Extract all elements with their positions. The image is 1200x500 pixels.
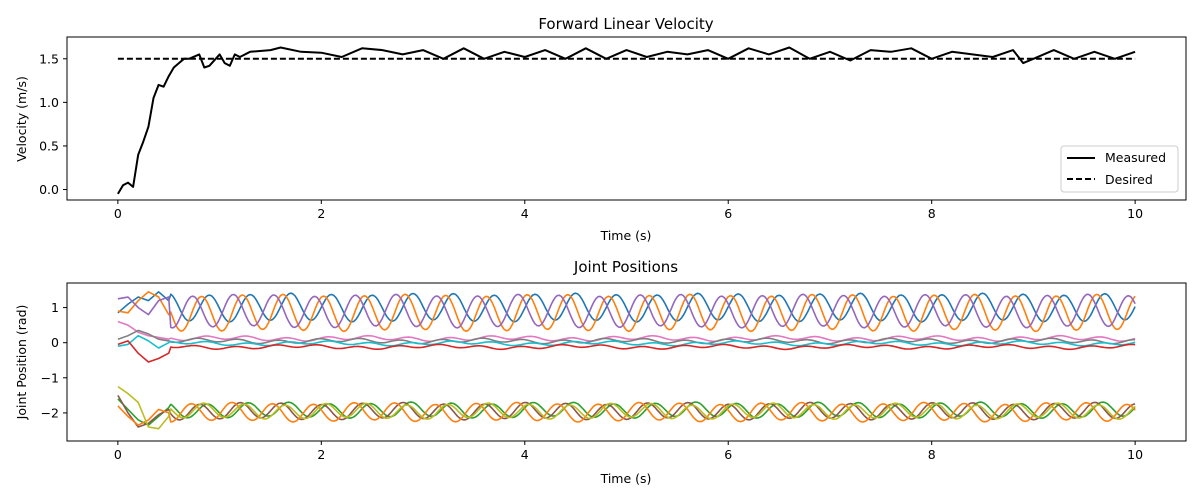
joint-series-line-8 [117, 395, 1136, 428]
joint-x-tick-label: 10 [1127, 447, 1143, 462]
velocity-y-axis-label: Velocity (m/s) [14, 76, 29, 162]
joint-x-tick-label: 2 [317, 447, 325, 462]
velocity-y-tick-label: 0.5 [39, 138, 59, 153]
joint-series [117, 291, 1136, 430]
velocity-series [117, 46, 1136, 195]
joint-series-line-1 [117, 291, 1136, 333]
velocity-x-tick-label: 4 [521, 206, 529, 221]
joint-series-line-9 [117, 401, 1136, 426]
joint-x-tick-label: 8 [928, 447, 936, 462]
joint-y-axis-label: Joint Position (rad) [14, 305, 29, 421]
velocity-axes: Forward Linear Velocity Time (s) Velocit… [14, 15, 1187, 243]
velocity-chart-title: Forward Linear Velocity [538, 15, 713, 33]
joint-series-line-6 [117, 340, 1136, 363]
joint-series-line-0 [117, 291, 1136, 323]
velocity-ticks: 0 2 4 6 8 10 0.0 0.5 1.0 1.5 [39, 51, 1143, 221]
legend: Measured Desired [1060, 145, 1179, 193]
joint-plot-frame [66, 282, 1187, 442]
velocity-series-line-0 [117, 46, 1136, 195]
joint-series-line-5 [117, 334, 1136, 349]
joint-x-axis-label: Time (s) [600, 471, 652, 486]
joint-series-line-4 [117, 329, 1136, 345]
velocity-x-tick-label: 2 [317, 206, 325, 221]
joint-series-line-3 [117, 320, 1136, 343]
joint-series-line-10 [117, 385, 1136, 430]
joint-chart-title: Joint Positions [573, 258, 678, 276]
velocity-x-tick-label: 6 [724, 206, 732, 221]
legend-desired-label: Desired [1105, 172, 1153, 187]
velocity-plot-frame [66, 36, 1187, 201]
legend-measured-label: Measured [1105, 150, 1166, 165]
joint-y-tick-label: 0 [51, 335, 59, 350]
velocity-x-axis-label: Time (s) [600, 228, 652, 243]
velocity-x-tick-label: 0 [114, 206, 122, 221]
joint-ticks: 0 2 4 6 8 10 −2 −1 0 1 [41, 300, 1144, 462]
joint-x-tick-label: 6 [724, 447, 732, 462]
joint-y-tick-label: −2 [41, 405, 59, 420]
joint-x-tick-label: 4 [521, 447, 529, 462]
joint-x-tick-label: 0 [114, 447, 122, 462]
velocity-y-tick-label: 1.5 [39, 51, 59, 66]
joint-y-tick-label: 1 [51, 300, 59, 315]
joint-positions-axes: Joint Positions Time (s) Joint Position … [14, 258, 1187, 486]
velocity-y-tick-label: 1.0 [39, 95, 59, 110]
joint-series-line-2 [117, 293, 1136, 329]
joint-y-tick-label: −1 [41, 370, 59, 385]
velocity-x-tick-label: 8 [928, 206, 936, 221]
velocity-y-tick-label: 0.0 [39, 182, 59, 197]
velocity-x-tick-label: 10 [1127, 206, 1143, 221]
